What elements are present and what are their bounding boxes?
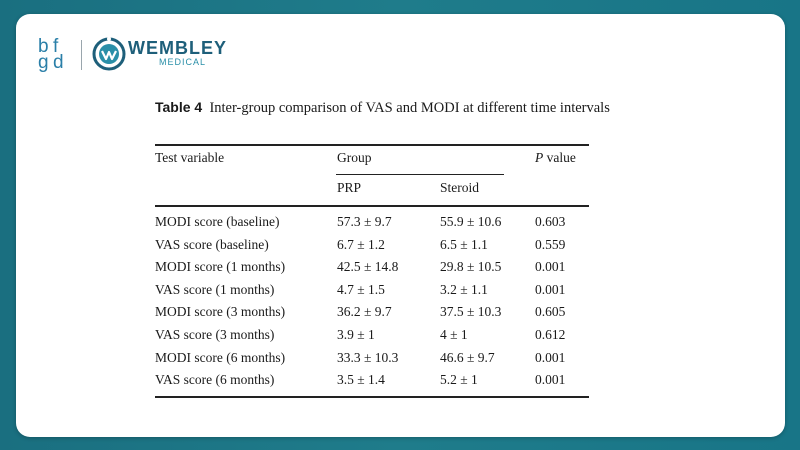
row-variable: MODI score (baseline): [155, 214, 280, 229]
row-prp-value: 3.5 ± 1.4: [337, 372, 385, 388]
row-prp-value: 3.9 ± 1: [337, 327, 375, 342]
header-steroid: Steroid: [440, 180, 479, 195]
logo-divider: [81, 40, 82, 70]
row-steroid-value: 3.2 ± 1.1: [440, 281, 488, 297]
row-p-value: 0.605: [535, 304, 566, 320]
row-steroid-value: 37.5 ± 10.3: [440, 304, 502, 320]
table-bottom-rule: [155, 396, 589, 398]
row-steroid-value: 6.5 ± 1.1: [440, 236, 488, 252]
row-steroid-value: 4 ± 1: [440, 327, 468, 342]
row-prp-value: 4.7 ± 1.5: [337, 281, 385, 297]
brand-subtitle: MEDICAL: [159, 57, 207, 67]
row-prp-value: 57.3 ± 9.7: [337, 214, 392, 229]
header-bottom-rule: [155, 205, 589, 207]
logo-letter-f: f: [53, 36, 59, 57]
row-p-value: 0.001: [535, 372, 566, 388]
row-steroid-value: 46.6 ± 9.7: [440, 349, 495, 365]
table-caption-label: Table 4: [155, 99, 203, 115]
row-steroid-value: 55.9 ± 10.6: [440, 214, 502, 229]
logo-letter-b: b: [38, 36, 49, 57]
table-top-rule: [155, 144, 589, 146]
bfgd-logo: b f g d: [38, 36, 72, 73]
header-test-variable: Test variable: [155, 150, 225, 165]
row-p-value: 0.001: [535, 259, 566, 275]
row-variable: VAS score (6 months): [155, 372, 275, 388]
header-prp: PRP: [337, 180, 362, 195]
row-variable: MODI score (3 months): [155, 304, 286, 320]
row-p-value: 0.559: [535, 236, 566, 252]
row-p-value: 0.612: [535, 327, 566, 342]
row-prp-value: 6.7 ± 1.2: [337, 236, 385, 252]
row-variable: MODI score (1 months): [155, 259, 286, 275]
row-variable: MODI score (6 months): [155, 349, 286, 365]
row-variable: VAS score (baseline): [155, 236, 269, 252]
row-p-value: 0.603: [535, 214, 566, 229]
table-caption: Table 4 Inter-group comparison of VAS an…: [155, 99, 615, 117]
row-p-value: 0.001: [535, 281, 566, 297]
slide-card: b f g d WEMBLEY MEDICAL Table 4 Inter-gr…: [16, 14, 785, 437]
row-steroid-value: 5.2 ± 1: [440, 372, 478, 388]
row-variable: VAS score (3 months): [155, 327, 275, 342]
row-prp-value: 42.5 ± 14.8: [337, 259, 399, 275]
row-steroid-value: 29.8 ± 10.5: [440, 259, 502, 275]
row-prp-value: 33.3 ± 10.3: [337, 349, 399, 365]
table-caption-text: Inter-group comparison of VAS and MODI a…: [209, 100, 610, 116]
header-group: Group: [337, 150, 372, 165]
header-p-rest: value: [543, 150, 576, 165]
brand-name: WEMBLEY: [128, 38, 227, 58]
row-prp-value: 36.2 ± 9.7: [337, 304, 392, 320]
group-rule: [336, 174, 504, 175]
wembley-globe-icon: [92, 37, 126, 71]
header-p-value: P value: [535, 150, 576, 166]
header-p-italic: P: [535, 150, 544, 165]
logo-letter-g: g: [38, 52, 49, 73]
logo-letter-d: d: [53, 52, 64, 73]
row-p-value: 0.001: [535, 349, 566, 365]
row-variable: VAS score (1 months): [155, 281, 275, 297]
